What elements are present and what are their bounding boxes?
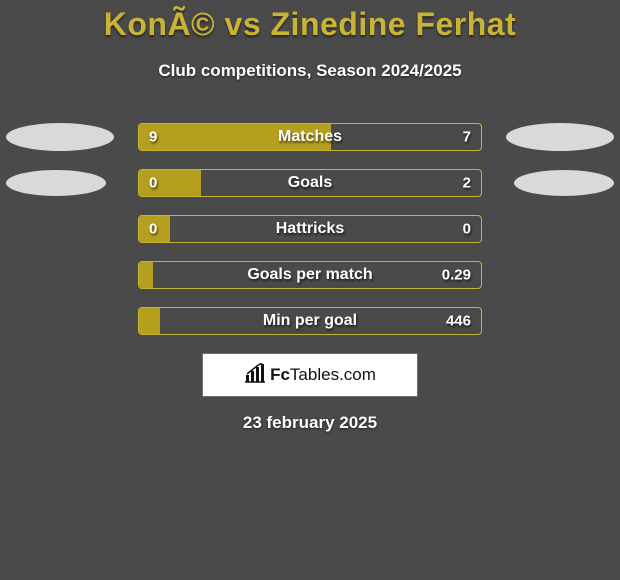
stat-bar: 0Goals2 xyxy=(138,169,482,197)
stat-row: Min per goal446 xyxy=(0,307,620,335)
stat-bar-fill xyxy=(139,262,153,288)
player-avatar-right xyxy=(514,170,614,196)
player-avatar-left xyxy=(6,123,114,151)
stat-value-right: 0.29 xyxy=(442,267,471,284)
subtitle: Club competitions, Season 2024/2025 xyxy=(0,61,620,81)
stat-row: Goals per match0.29 xyxy=(0,261,620,289)
stat-bar: 9Matches7 xyxy=(138,123,482,151)
stat-row: 0Hattricks0 xyxy=(0,215,620,243)
player-avatar-left xyxy=(6,170,106,196)
stat-bar-fill xyxy=(139,216,170,242)
brand-bold: Fc xyxy=(270,365,290,384)
stat-value-right: 446 xyxy=(446,313,471,330)
stat-bar-fill xyxy=(139,308,160,334)
stat-bar-fill xyxy=(139,170,201,196)
stat-value-right: 0 xyxy=(463,221,471,238)
bar-chart-icon xyxy=(244,363,266,388)
footer-date: 23 february 2025 xyxy=(0,413,620,433)
stat-row: 9Matches7 xyxy=(0,123,620,151)
stat-bar-fill xyxy=(139,124,331,150)
player-avatar-right xyxy=(506,123,614,151)
stat-bar: Min per goal446 xyxy=(138,307,482,335)
stat-label: Goals per match xyxy=(139,266,481,284)
stat-label: Min per goal xyxy=(139,312,481,330)
stat-bar: 0Hattricks0 xyxy=(138,215,482,243)
stat-value-right: 2 xyxy=(463,175,471,192)
page-title: KonÃ© vs Zinedine Ferhat xyxy=(0,0,620,43)
stat-label: Hattricks xyxy=(139,220,481,238)
stats-comparison-panel: KonÃ© vs Zinedine Ferhat Club competitio… xyxy=(0,0,620,580)
stat-bar: Goals per match0.29 xyxy=(138,261,482,289)
brand-rest: Tables.com xyxy=(290,365,376,384)
stat-rows: 9Matches7 0Goals2 0Hattricks0 Goals per mat… xyxy=(0,123,620,335)
brand-logo[interactable]: FcTables.com xyxy=(202,353,418,397)
stat-row: 0Goals2 xyxy=(0,169,620,197)
brand-text: FcTables.com xyxy=(270,365,376,385)
stat-value-right: 7 xyxy=(463,129,471,146)
